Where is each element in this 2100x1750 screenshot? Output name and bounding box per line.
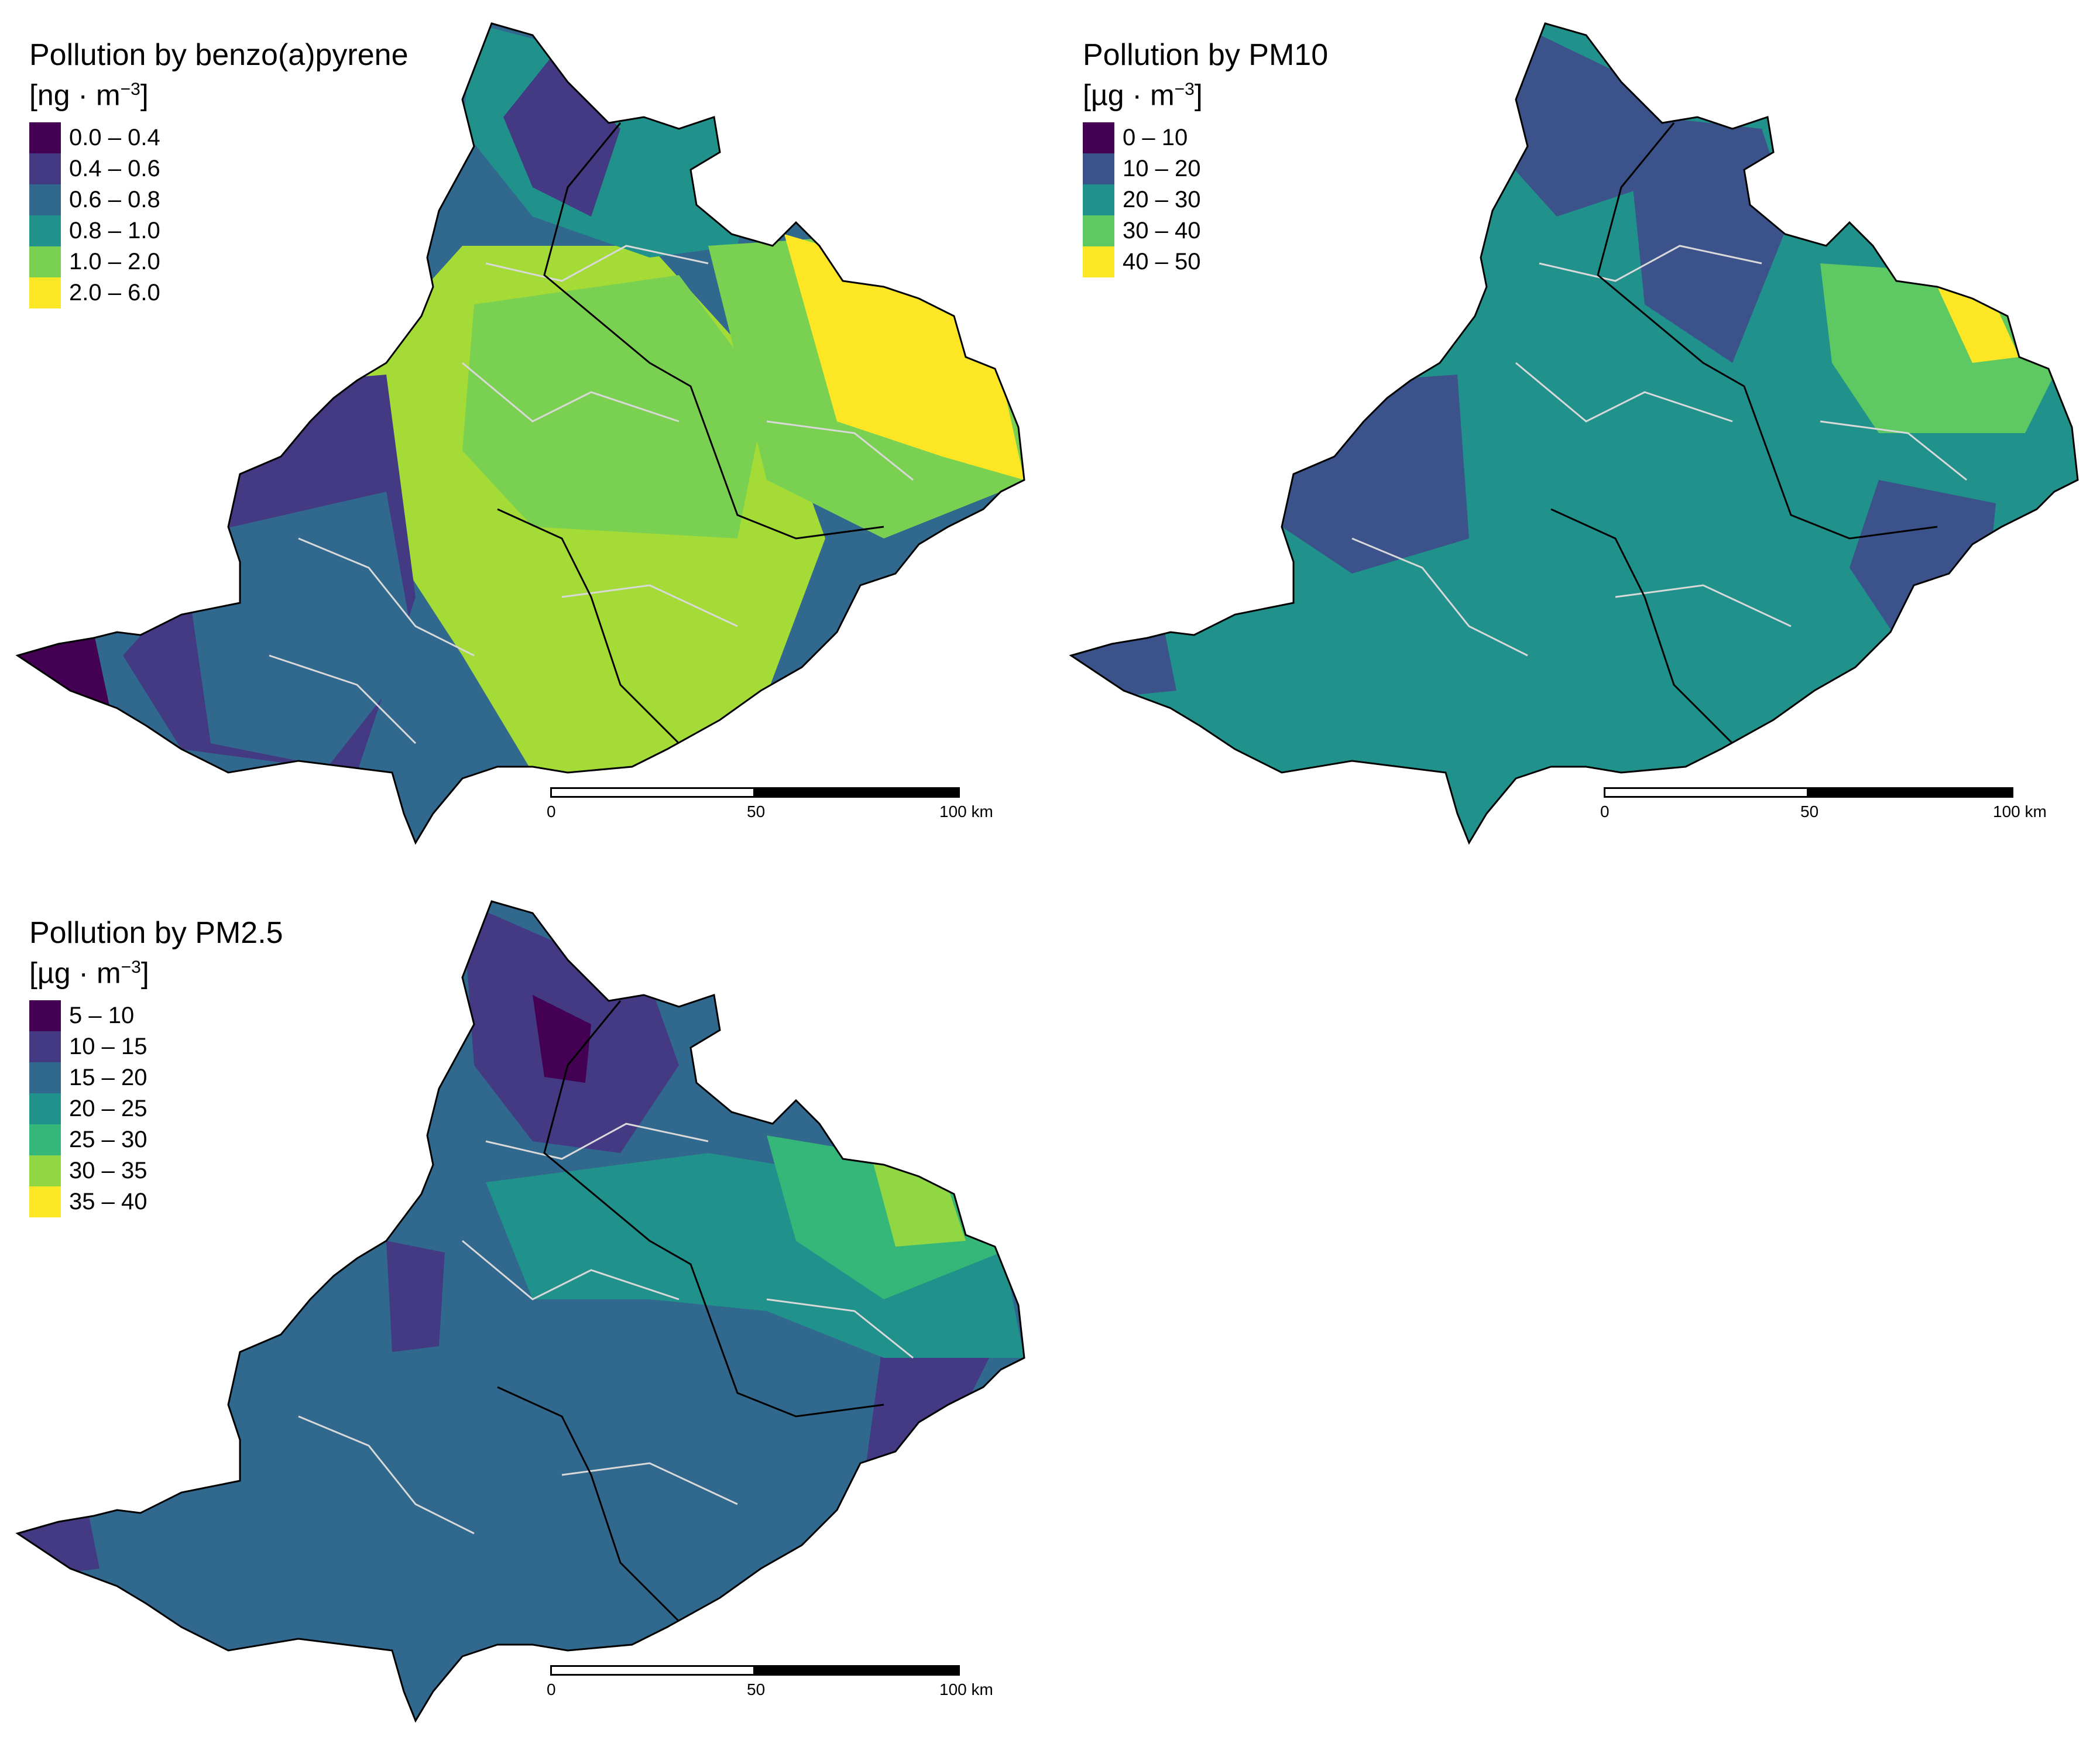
zone-1-0-2-0-core <box>462 275 767 538</box>
legend-title: Pollution by PM10 <box>1083 38 1329 72</box>
legend-swatch <box>1083 122 1114 153</box>
region-borders-benzo <box>497 122 884 744</box>
legend-item: 10 – 15 <box>29 1031 283 1062</box>
legend-swatch <box>29 1062 61 1093</box>
legend-swatch <box>1083 246 1114 277</box>
legend-pm25: Pollution by PM2.5 [µg · m−3] 5 – 10 10 … <box>29 916 283 1217</box>
legend-item: 0.0 – 0.4 <box>29 122 409 153</box>
legend-unit: [ng · m−3] <box>29 78 149 112</box>
legend-unit: [µg · m−3] <box>29 956 149 990</box>
legend-item: 0 – 10 <box>1083 122 1328 153</box>
legend-pm10: Pollution by PM10 [µg · m−3] 0 – 10 10 –… <box>1083 38 1328 277</box>
scale-tick: 50 <box>1800 802 1819 821</box>
legend-swatch <box>29 184 61 215</box>
legend-item: 35 – 40 <box>29 1186 283 1217</box>
legend-item: 2.0 – 6.0 <box>29 277 409 308</box>
scale-tick: 0 <box>547 802 556 821</box>
legend-swatch <box>29 1124 61 1155</box>
legend-item: 0.6 – 0.8 <box>29 184 409 215</box>
legend-item: 10 – 20 <box>1083 153 1328 184</box>
zone-2-0-6-0 <box>784 234 1024 480</box>
legend-unit: [µg · m−3] <box>1083 78 1203 112</box>
zone-10-15-southeast <box>866 1334 989 1463</box>
legend-swatch <box>29 1186 61 1217</box>
scale-tick: 50 <box>747 802 766 821</box>
legend-swatch <box>1083 184 1114 215</box>
legend-swatch <box>29 1031 61 1062</box>
legend-title: Pollution by benzo(a)pyrene <box>29 38 409 72</box>
scale-tick: 50 <box>747 1680 766 1698</box>
legend-swatch <box>29 215 61 246</box>
legend-item: 1.0 – 2.0 <box>29 246 409 277</box>
legend-item: 40 – 50 <box>1083 246 1328 277</box>
legend-swatch <box>1083 153 1114 184</box>
legend-title: Pollution by PM2.5 <box>29 916 283 950</box>
zone-10-20-north <box>1504 23 1674 217</box>
district-borders-pm25 <box>298 1123 914 1535</box>
legend-item: 20 – 30 <box>1083 184 1328 215</box>
legend-item: 20 – 25 <box>29 1093 283 1124</box>
zone-40-50 <box>1937 287 2019 363</box>
legend-swatch <box>29 277 61 308</box>
legend-swatch <box>29 153 61 184</box>
zone-10-15-west <box>386 1241 445 1352</box>
map-panel-benzo: Pollution by benzo(a)pyrene [ng · m−3] 0… <box>6 12 1048 872</box>
zone-5-10-north <box>533 995 591 1083</box>
scale-bar: 0 50 100 km <box>547 1665 993 1706</box>
legend-item: 0.4 – 0.6 <box>29 153 409 184</box>
zone-0-4-0-6-north <box>503 59 620 217</box>
scale-tick: 0 <box>1600 802 1610 821</box>
legend-item: 15 – 20 <box>29 1062 283 1093</box>
legend-swatch <box>1083 215 1114 246</box>
legend-item: 30 – 40 <box>1083 215 1328 246</box>
region-borders-pm25 <box>497 1000 884 1622</box>
legend-item: 0.8 – 1.0 <box>29 215 409 246</box>
scale-tick: 100 km <box>939 1680 993 1698</box>
legend-swatch <box>29 122 61 153</box>
region-map-benzo <box>16 22 1025 844</box>
zone-10-15-southwest <box>18 1510 99 1580</box>
scale-tick: 100 km <box>939 802 993 821</box>
region-map-pm25 <box>16 900 1025 1722</box>
legend-swatch <box>29 246 61 277</box>
region-borders-pm10 <box>1550 122 1938 744</box>
legend-swatch <box>29 1155 61 1186</box>
legend-benzo: Pollution by benzo(a)pyrene [ng · m−3] 0… <box>29 38 409 308</box>
scale-bar: 0 50 100 km <box>1600 787 2047 828</box>
scale-bar: 0 50 100 km <box>547 787 993 828</box>
map-panel-pm25: Pollution by PM2.5 [µg · m−3] 5 – 10 10 … <box>6 890 1048 1750</box>
map-panel-pm10: Pollution by PM10 [µg · m−3] 0 – 10 10 –… <box>1059 12 2100 872</box>
district-borders-pm10 <box>1351 245 1967 657</box>
scale-tick: 0 <box>547 1680 556 1698</box>
legend-item: 30 – 35 <box>29 1155 283 1186</box>
legend-swatch <box>29 1000 61 1031</box>
district-borders-benzo <box>269 245 914 744</box>
legend-item: 5 – 10 <box>29 1000 283 1031</box>
scale-tick: 100 km <box>1993 802 2047 821</box>
legend-swatch <box>29 1093 61 1124</box>
legend-item: 25 – 30 <box>29 1124 283 1155</box>
region-map-pm10 <box>1070 22 2079 844</box>
zone-10-20-west <box>1282 375 1469 574</box>
